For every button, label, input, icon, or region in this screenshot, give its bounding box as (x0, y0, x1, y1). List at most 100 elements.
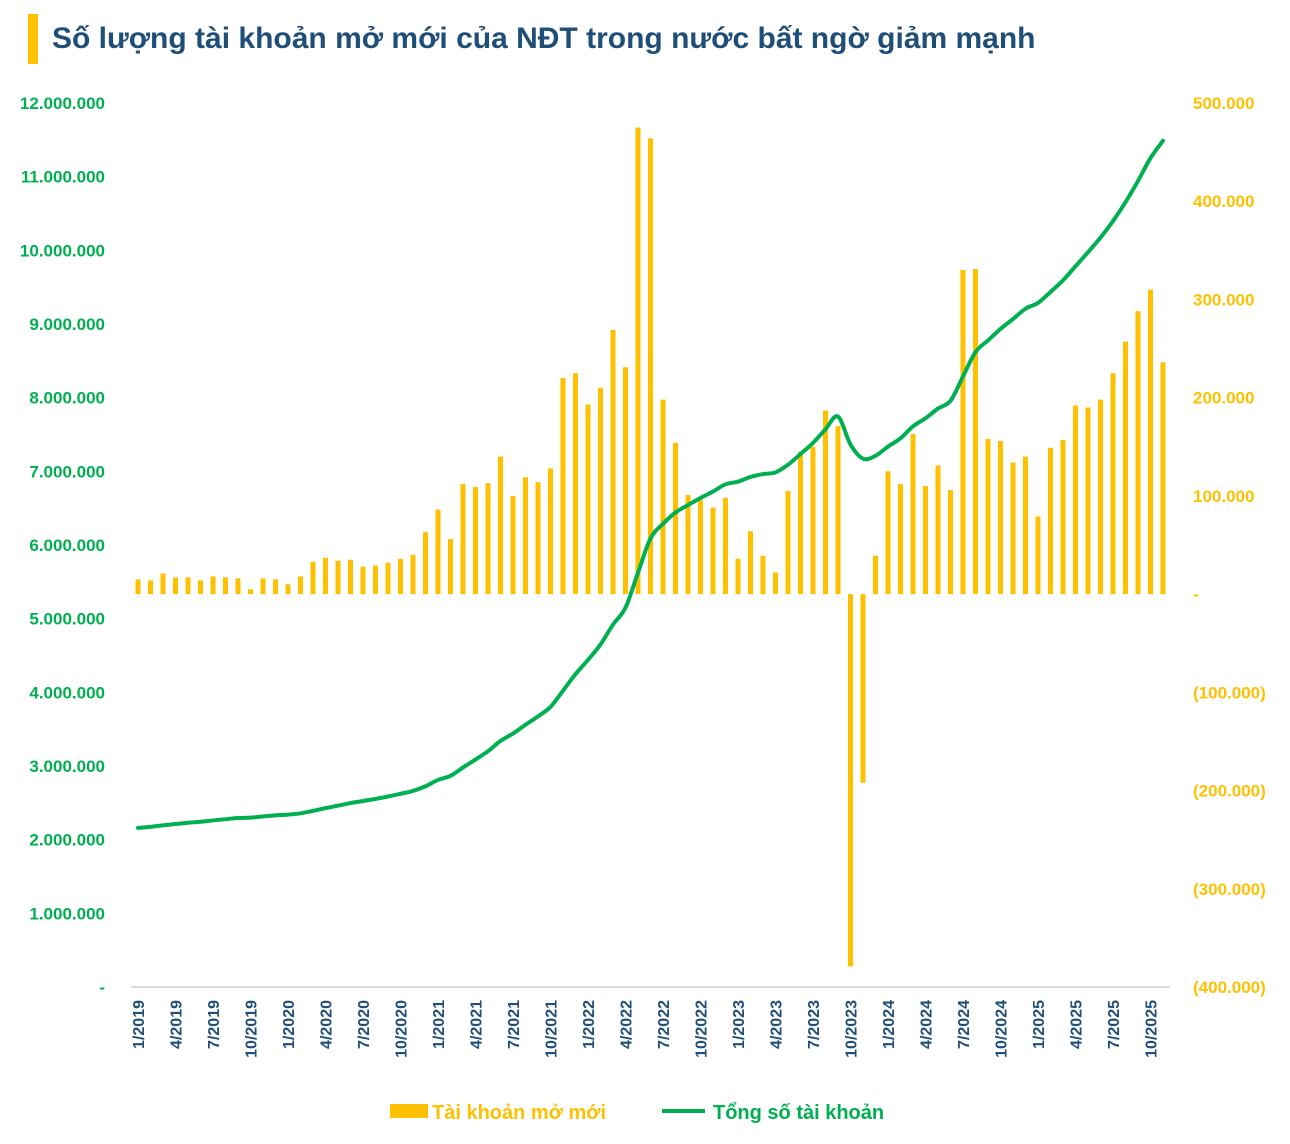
bar (935, 465, 941, 595)
bar (885, 471, 891, 595)
bar (560, 378, 566, 595)
bar (410, 554, 416, 595)
bar (535, 482, 541, 595)
bar (1123, 341, 1128, 595)
bar (923, 486, 928, 595)
right-axis-tick-label: 200.000 (1193, 389, 1254, 408)
bar (348, 559, 353, 595)
bar (685, 494, 691, 595)
bar (660, 399, 666, 595)
bar (148, 580, 153, 595)
bar (648, 138, 653, 595)
bar (435, 509, 441, 595)
bar (498, 456, 503, 595)
right-axis-tick-label: 500.000 (1193, 94, 1254, 113)
bar (1060, 439, 1066, 595)
x-axis-tick-label: 7/2019 (206, 1000, 223, 1049)
x-axis-tick-label: 10/2022 (694, 1000, 711, 1058)
x-axis-tick-label: 10/2021 (544, 1000, 561, 1058)
x-axis-tick-label: 7/2022 (656, 1000, 673, 1049)
bar (1135, 311, 1141, 595)
bar (998, 440, 1003, 595)
x-axis-tick-label: 1/2021 (431, 1000, 448, 1049)
bar (773, 572, 778, 595)
bar (1073, 405, 1078, 595)
bar (235, 578, 241, 595)
bar (335, 560, 341, 595)
bar (548, 468, 553, 595)
bar (635, 127, 641, 595)
bar (373, 565, 378, 595)
bar (610, 329, 616, 595)
bar (448, 539, 453, 595)
x-axis-tick-label: 4/2019 (169, 1000, 186, 1049)
bar (835, 426, 841, 595)
title-accent-bar (28, 14, 38, 64)
bar (723, 497, 728, 595)
x-axis-tick-label: 7/2020 (356, 1000, 373, 1049)
left-axis-tick-label: 5.000.000 (29, 610, 105, 629)
bar (873, 555, 878, 595)
bar (523, 477, 528, 595)
bar (985, 438, 991, 595)
bar (423, 532, 428, 595)
bar (910, 434, 916, 595)
x-axis-tick-label: 1/2024 (881, 1000, 898, 1049)
bar (785, 490, 791, 595)
bar (698, 499, 703, 595)
bar (898, 484, 903, 595)
x-axis-tick-label: 7/2021 (506, 1000, 523, 1049)
bar (960, 269, 966, 595)
left-axis-tick-label: 3.000.000 (29, 757, 105, 776)
x-axis-tick-label: 10/2023 (844, 1000, 861, 1058)
bar (748, 531, 753, 595)
x-axis-tick-label: 4/2022 (619, 1000, 636, 1049)
x-axis-tick-label: 1/2020 (281, 1000, 298, 1049)
bar (948, 489, 953, 595)
bar (598, 387, 603, 595)
bar (185, 577, 191, 595)
x-axis-tick-label: 4/2020 (319, 1000, 336, 1049)
left-axis-tick-label: 2.000.000 (29, 831, 105, 850)
bar (823, 410, 828, 595)
x-axis-tick-label: 7/2023 (806, 1000, 823, 1049)
legend-label-bars: Tài khoản mở mới (432, 1102, 606, 1124)
chart-title-block: Số lượng tài khoản mở mới của NĐT trong … (28, 14, 1035, 64)
x-axis-tick-label: 4/2024 (919, 1000, 936, 1049)
chart-title: Số lượng tài khoản mở mới của NĐT trong … (52, 22, 1036, 55)
bar (323, 557, 328, 595)
bar (1085, 407, 1091, 595)
bar (848, 594, 853, 967)
left-axis-tick-label: 10.000.000 (20, 241, 105, 260)
right-axis-tick-label: 400.000 (1193, 192, 1254, 211)
left-axis-tick-label: 12.000.000 (20, 94, 105, 113)
bar (585, 404, 591, 595)
bar (298, 576, 303, 595)
x-axis-tick-label: 1/2023 (731, 1000, 748, 1049)
right-axis-tick-label: 100.000 (1193, 487, 1254, 506)
x-axis-tick-label: 10/2020 (394, 1000, 411, 1058)
bar (273, 579, 278, 595)
bar (360, 566, 366, 595)
right-axis-tick-label: (400.000) (1193, 978, 1266, 997)
bar (1160, 362, 1166, 595)
left-axis-tick-label: 11.000.000 (21, 168, 105, 187)
right-axis-tick-label: 300.000 (1193, 290, 1254, 309)
left-axis-tick-label: 1.000.000 (29, 904, 105, 923)
bar (573, 373, 578, 595)
bar (860, 594, 866, 783)
left-axis-tick-label: 8.000.000 (29, 389, 105, 408)
bar (1023, 456, 1028, 595)
right-axis-tick-label: - (1193, 585, 1199, 604)
right-axis-tick-label: (300.000) (1193, 880, 1266, 899)
left-axis-tick-label: - (99, 978, 105, 997)
bar (798, 451, 803, 595)
bar (810, 446, 816, 595)
total-accounts-line (136, 138, 1165, 830)
bar (210, 576, 216, 595)
bar (473, 487, 478, 595)
bar (1048, 447, 1053, 595)
x-axis-tick-label: 4/2025 (1069, 1000, 1086, 1049)
x-axis-tick-label: 4/2023 (769, 1000, 786, 1049)
